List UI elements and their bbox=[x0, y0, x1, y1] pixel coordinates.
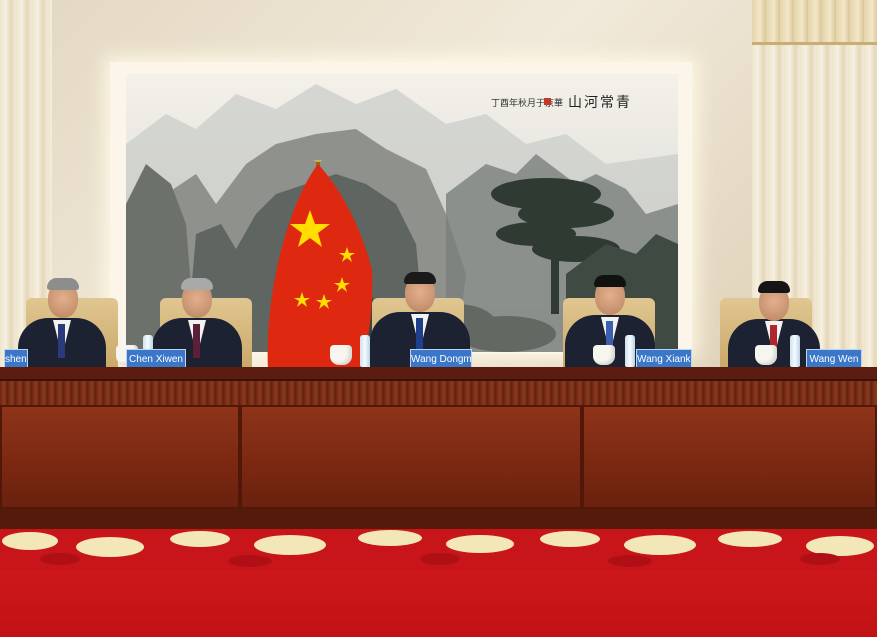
desk-panel bbox=[582, 405, 877, 509]
name-plate: Wang Wen bbox=[806, 349, 862, 368]
tea-cup bbox=[755, 345, 777, 365]
flag-finial bbox=[313, 160, 323, 162]
flag-small-star bbox=[294, 292, 310, 307]
desk-base bbox=[0, 509, 877, 529]
flag-cloth bbox=[267, 164, 373, 370]
flag-small-star bbox=[339, 247, 355, 262]
tea-cup bbox=[593, 345, 615, 365]
national-flag bbox=[267, 160, 373, 370]
desk-carved-trim bbox=[0, 379, 877, 407]
desk-panel bbox=[0, 405, 240, 509]
name-plate: Wang Dongming bbox=[410, 349, 472, 368]
water-bottle bbox=[790, 335, 800, 367]
flag-large-star bbox=[290, 210, 330, 247]
painting-inscription-small: 丁酉年秋月于京華 bbox=[491, 99, 564, 109]
desk-top bbox=[0, 367, 877, 379]
desk-panel bbox=[240, 405, 582, 509]
name-plate: Chen Xiwen bbox=[126, 349, 186, 368]
flag-small-star bbox=[316, 294, 332, 309]
water-bottle bbox=[625, 335, 635, 367]
painting-seal bbox=[544, 98, 551, 105]
name-plate: sheng bbox=[4, 349, 28, 368]
tea-cup bbox=[330, 345, 352, 365]
flag-small-star bbox=[334, 277, 350, 292]
carpet-floral-border bbox=[0, 529, 877, 571]
painting-inscription: 山河常青 bbox=[568, 95, 632, 111]
name-plate: Wang Xiankui bbox=[636, 349, 692, 368]
water-bottle bbox=[360, 335, 370, 367]
curtain-valance bbox=[752, 0, 877, 45]
